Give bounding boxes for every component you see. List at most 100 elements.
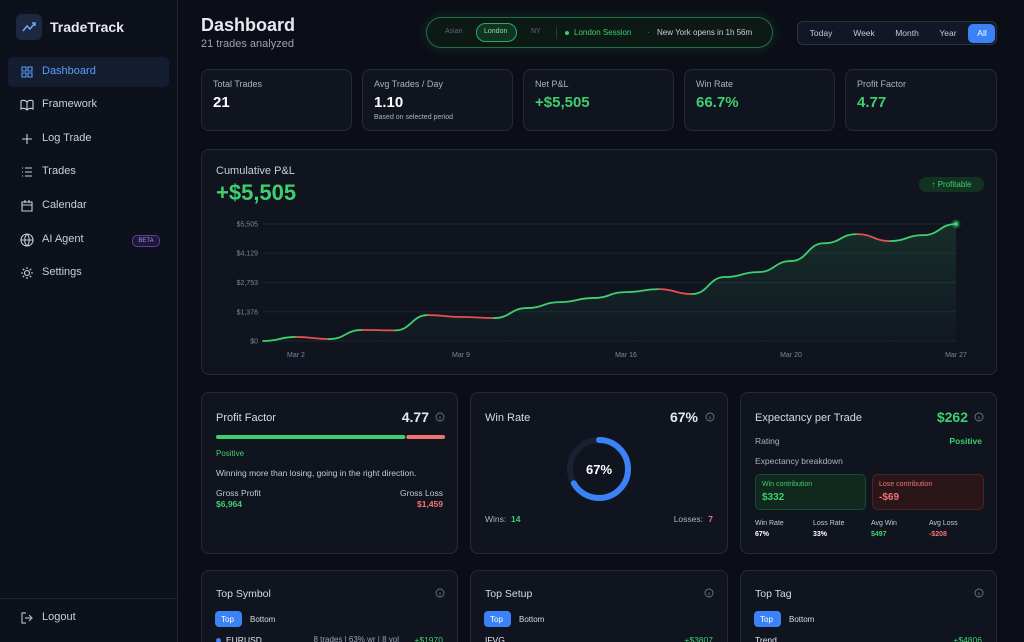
metric-label: Loss Rate <box>813 520 845 527</box>
x-tick-label: Mar 27 <box>945 352 967 359</box>
nav-item[interactable]: Dashboard <box>42 65 96 77</box>
tab[interactable]: Bottom <box>519 615 545 624</box>
info-ring <box>704 588 714 598</box>
losses-label: Losses: <box>673 514 703 524</box>
donut: 67% <box>567 437 631 501</box>
period-button[interactable]: Year <box>939 28 957 38</box>
card-value: 4.77 <box>401 409 429 425</box>
pnl-line-segment <box>526 301 561 309</box>
logout[interactable]: Logout <box>42 611 76 623</box>
y-tick-label: $2,753 <box>237 280 259 287</box>
stat-label: Total Trades <box>213 79 263 89</box>
gross-loss-label: Gross Loss <box>400 488 443 498</box>
pnl-line-segment <box>559 297 594 304</box>
win-rate-card: Win Rate 67% 67% Wins: 14 7 Losses: <box>470 392 728 554</box>
pnl-card: $0 $1,376 $2,753 $4,129 $5,505 Mar 2 Mar 9 Mar … <box>201 149 997 375</box>
tab-active-bg[interactable] <box>754 611 781 627</box>
sidebar: TradeTrack Logout Dashboard Framework Log … <box>0 0 178 642</box>
rating-value: Positive <box>949 436 982 446</box>
period-button[interactable]: Month <box>895 28 919 38</box>
row-pnl: +$4806 <box>953 635 982 642</box>
top-list-card: Top Tag Top Bottom Trend +$4806 <box>740 570 997 642</box>
nav-item[interactable]: Framework <box>42 98 98 110</box>
pf-bar <box>216 435 445 439</box>
tab[interactable]: Top <box>490 615 503 624</box>
period-button[interactable]: Today <box>809 28 833 38</box>
pf-description: Winning more than losing, going in the r… <box>216 468 417 478</box>
chart-headline: +$5,505 <box>216 180 297 205</box>
profit-factor-card: Profit Factor 4.77 Positive Winning more th… <box>201 392 458 554</box>
pnl-line-segment <box>295 336 330 340</box>
session-tab[interactable]: NY <box>531 28 541 35</box>
pnl-area <box>263 224 956 341</box>
tab[interactable]: Bottom <box>789 615 815 624</box>
tab-active-bg[interactable] <box>484 611 511 627</box>
wins-value: 14 <box>511 514 521 524</box>
session-separator: · <box>647 28 650 37</box>
tab-active-bg[interactable] <box>215 611 242 627</box>
period-button[interactable]: Week <box>853 28 875 38</box>
donut-wins <box>567 437 631 501</box>
pnl-line-segment <box>427 314 462 318</box>
tab[interactable]: Bottom <box>250 615 276 624</box>
gross-profit-value: $6,964 <box>216 499 242 509</box>
gross-loss-bar <box>406 435 445 439</box>
pnl-line-segment <box>328 329 363 340</box>
tab[interactable]: Top <box>760 615 773 624</box>
pf-rating: Positive <box>216 449 245 458</box>
info-icon <box>435 412 445 422</box>
session-current: London Session <box>574 28 632 37</box>
pnl-line-segment <box>460 316 495 319</box>
session-dot <box>565 31 569 35</box>
nav-item[interactable]: AI Agent <box>42 233 84 245</box>
nav-icon-shape <box>21 267 33 279</box>
pnl-line-segment <box>625 288 660 294</box>
gross-profit-label: Gross Profit <box>216 488 261 498</box>
session-tab-active[interactable] <box>476 23 517 42</box>
wins-label: Wins: <box>485 514 507 524</box>
page-title: Dashboard <box>201 15 296 35</box>
win-contribution-value: $332 <box>762 492 785 503</box>
metric-label: Avg Loss <box>929 520 958 527</box>
lose-contribution-value: -$69 <box>879 492 900 503</box>
nav-item[interactable]: Log Trade <box>42 132 92 144</box>
nav-item[interactable]: Settings <box>42 266 82 278</box>
logout-icon <box>21 612 33 624</box>
card-title: Profit Factor <box>216 412 276 424</box>
session-next: New York opens in 1h 56m <box>657 28 753 37</box>
tab[interactable]: Top <box>221 615 234 624</box>
lose-contribution-box: Lose contribution -$69 <box>872 474 984 510</box>
top-list-card: Top Symbol Top Bottom EURUSD 8 trades | 63% … <box>201 570 458 642</box>
row-detail: 8 trades | 63% wr | 8 vol <box>313 635 399 642</box>
metric-label: Win Rate <box>755 520 784 527</box>
gross-loss-value: $1,459 <box>417 499 443 509</box>
x-tick-label: Mar 9 <box>452 352 470 359</box>
metric-value: 33% <box>813 531 828 538</box>
session-bar: Asian London NY London Session · New York ope… <box>426 17 773 48</box>
y-tick-label: $5,505 <box>237 222 259 229</box>
pnl-line-segment <box>790 242 825 262</box>
period-button[interactable]: All <box>977 28 987 38</box>
nav-item[interactable]: Trades <box>42 165 76 177</box>
breakdown-label: Expectancy breakdown <box>755 456 843 466</box>
nav-icon-shape <box>21 200 33 212</box>
info-ring <box>435 412 445 422</box>
nav-icon <box>22 134 32 144</box>
card-title: Expectancy per Trade <box>755 412 863 424</box>
row-pnl: +$1970 <box>414 635 443 642</box>
stat-card: Net P&L +$5,505 <box>523 69 674 131</box>
session-tab[interactable]: London <box>484 28 508 35</box>
nav-icon <box>22 167 32 177</box>
chart-badge: ↑ Profitable <box>919 177 984 192</box>
chart-title: Cumulative P&L <box>216 165 295 177</box>
active-nav-bg <box>8 57 169 87</box>
session-tab[interactable]: Asian <box>445 28 463 35</box>
nav-icon <box>20 233 34 247</box>
card-title: Win Rate <box>485 412 531 424</box>
pnl-line-segment <box>856 233 891 243</box>
nav-item[interactable]: Calendar <box>42 199 87 211</box>
stat-value: 66.7% <box>696 94 739 111</box>
stat-card: Total Trades 21 <box>201 69 352 131</box>
